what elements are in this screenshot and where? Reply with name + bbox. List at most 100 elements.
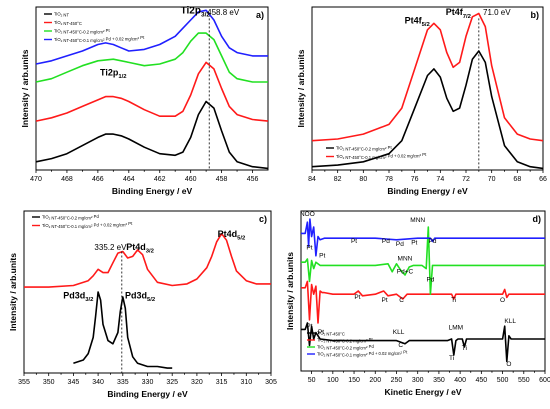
annotation-label: KLL: [504, 318, 516, 325]
x-axis-title: Binding Energy / eV: [112, 186, 193, 196]
panel-letter: d): [533, 214, 542, 224]
x-tick-label: 78: [385, 176, 393, 183]
annotation-label: Ti2p3/2: [181, 6, 211, 19]
x-tick-label: 320: [191, 379, 203, 386]
x-tick-label: 470: [30, 176, 42, 183]
chart-d-svg: 50 100 150 200 250 300 350 400 450 500 550 600 Kinet…: [285, 210, 550, 397]
legend-entry: TiO2 NT-450°C-0.2 mg/cm2 Pt: [54, 28, 110, 35]
y-axis-title: Intensity / arb.units: [296, 49, 306, 127]
annotation-label: C: [399, 297, 404, 304]
x-axis-title: Binding Energy / eV: [107, 389, 188, 399]
annotation-label: Pt: [354, 294, 360, 301]
x-tick-label: 500: [497, 377, 509, 384]
series-line-1: [24, 232, 271, 288]
x-tick-label: 150: [348, 377, 360, 384]
x-tick-label: 84: [308, 176, 316, 183]
chart-b-svg: 84 82 80 78 76 74 72 70 68 66 Binding Energy / eV I…: [296, 6, 547, 196]
x-tick-label: 80: [359, 176, 367, 183]
x-tick-label: 330: [142, 379, 154, 386]
x-tick-label: 600: [539, 377, 550, 384]
x-tick-label: 310: [240, 379, 252, 386]
annotation-label: Pt: [382, 297, 388, 304]
annotation-label: Pd+C: [397, 268, 414, 275]
legend-entry: TiO2 NT-450°C: [54, 20, 82, 26]
x-tick-label: 340: [92, 379, 104, 386]
annotation-label: Pd: [396, 241, 404, 248]
x-tick-label: 82: [334, 176, 342, 183]
y-axis-title: Intensity / arb.units: [8, 253, 18, 331]
y-axis-title: Intensity / arb.units: [285, 252, 295, 330]
annotation-label: Pt: [318, 329, 324, 336]
x-tick-label: 300: [412, 377, 424, 384]
annotation-label: 335.2 eV: [94, 243, 127, 252]
annotation-label: Pt: [306, 323, 312, 330]
chart-panel-c: 355 350 345 340 335 330 325 320 315 310 305 Binding…: [0, 205, 277, 409]
x-axis-title: Binding Energy / eV: [387, 186, 468, 196]
legend-entry: TiO2 NT-450°C-0.2 mg/cm2 Pt: [317, 337, 373, 344]
series-line-0: [73, 291, 173, 369]
annotation-label: NOO: [300, 211, 315, 218]
x-tick-label: 68: [513, 176, 521, 183]
chart-panel-d: 50 100 150 200 250 300 350 400 450 500 550 600 Kinet…: [275, 205, 550, 409]
series-line-1: [311, 12, 544, 142]
x-tick-label: 400: [454, 377, 466, 384]
x-tick-label: 325: [166, 379, 178, 386]
panel-letter: c): [259, 214, 267, 224]
annotation-label: Ti: [451, 297, 456, 304]
chart-a-svg: 470 468 466 464 462 460 458 456 Binding Energy /…: [20, 6, 269, 196]
annotation-label: Pt: [306, 244, 312, 251]
annotation-label: Pt4d5/2: [218, 229, 246, 242]
x-tick-label: 66: [539, 176, 547, 183]
annotation-label: Pt4f5/2: [405, 15, 431, 28]
x-tick-label: 335: [117, 379, 129, 386]
legend-entry: TiO2 NT-450°C-0.2 mg/cm2 Pd: [317, 344, 374, 351]
annotation-label: MNN: [410, 217, 425, 224]
annotation-label: Pt: [411, 240, 417, 247]
annotation-label: Ti2p1/2: [100, 67, 127, 80]
annotation-label: Pd3d5/2: [125, 290, 156, 303]
annotation-label: O: [506, 361, 511, 368]
annotation-label: Pd3d3/2: [63, 290, 94, 303]
series-line-3: [301, 218, 545, 257]
legend-entry: TiO2 NT-450°C-0.1 mg/cm2 Pd + 0.02 mg/cm…: [54, 35, 145, 43]
annotation-label: Ti: [449, 355, 454, 362]
x-tick-label: 315: [216, 379, 228, 386]
chart-c-svg: 355 350 345 340 335 330 325 320 315 310 305 Binding…: [8, 210, 277, 399]
annotation-label: 458.8 eV: [207, 8, 240, 17]
legend-entry: TiO2 NT-450°C-0.1 mg/cm2 Pd + 0.02 mg/cm…: [336, 152, 427, 160]
x-tick-label: 50: [308, 377, 316, 384]
legend-entry: TiO2 NT-450°C: [317, 331, 345, 337]
legend-entry: TiO2 NT: [54, 12, 69, 18]
x-tick-label: 550: [518, 377, 530, 384]
annotation-label: Ti: [462, 345, 467, 352]
annotation-label: KLL: [393, 329, 405, 336]
x-tick-label: 350: [433, 377, 445, 384]
legend-entry: TiO2 NT-450°C-0.2 mg/cm2 Pd: [42, 214, 99, 221]
annotation-label: C: [398, 342, 403, 349]
series-line-2: [35, 32, 268, 83]
x-tick-label: 456: [247, 176, 259, 183]
annotation-label: O: [500, 297, 505, 304]
panel-letter: b): [531, 10, 540, 20]
series-line-1: [35, 61, 269, 122]
annotation-label: LMM: [449, 324, 463, 331]
x-tick-label: 460: [185, 176, 197, 183]
x-tick-label: 250: [391, 377, 403, 384]
panel-letter: a): [256, 10, 264, 20]
x-axis-title: Kinetic Energy / eV: [385, 387, 462, 397]
annotation-label: Pd: [426, 276, 434, 283]
plot-frame: [300, 210, 546, 372]
annotation-label: Pt: [319, 252, 325, 259]
y-axis-title: Intensity / arb.units: [20, 49, 30, 127]
legend-entry: TiO2 NT-450°C-0.2 mg/cm2 Pt: [336, 145, 392, 152]
series-line-3: [35, 9, 268, 65]
plot-frame: [35, 6, 269, 171]
legend: TiO2 NT TiO2 NT-450°C TiO2 NT-450°C-0.2 mg…: [44, 12, 145, 43]
annotation-label: Pt4d3/2: [126, 242, 154, 255]
x-tick-label: 100: [327, 377, 339, 384]
x-tick-label: 345: [68, 379, 80, 386]
annotation-label: MNN: [398, 256, 413, 263]
chart-panel-b: 84 82 80 78 76 74 72 70 68 66 Binding Energy / eV I…: [275, 0, 550, 205]
